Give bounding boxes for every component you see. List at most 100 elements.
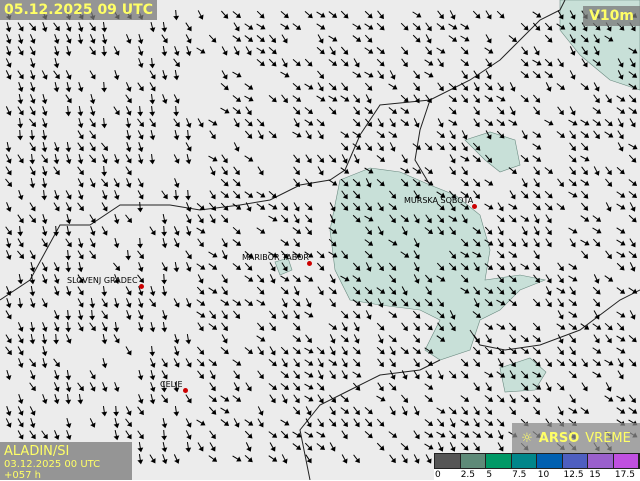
wind-arrow-head [162, 193, 168, 200]
wind-arrow-head [487, 409, 493, 415]
wind-arrow-head [427, 397, 433, 403]
wind-arrow-head [270, 278, 276, 284]
wind-arrow-head [186, 398, 192, 404]
wind-arrow-head [138, 194, 144, 200]
wind-arrow-head [379, 61, 385, 67]
wind-arrow-head [414, 73, 420, 80]
wind-arrow-head [500, 300, 506, 306]
wind-arrow-head [174, 242, 180, 248]
wind-arrow-head [498, 277, 504, 284]
wind-arrow-head [222, 242, 228, 248]
wind-arrow-head [235, 96, 242, 102]
wind-arrow-head [330, 373, 336, 380]
wind-arrow-head [499, 133, 505, 139]
wind-arrow-head [308, 396, 314, 402]
wind-arrow-head [572, 312, 578, 318]
wind-arrow-head [499, 265, 505, 271]
wind-arrow-head [295, 385, 301, 391]
wind-arrow-head [487, 229, 493, 235]
wind-arrow-head [426, 25, 432, 32]
wind-arrow-head [583, 37, 589, 43]
wind-arrow-head [547, 168, 554, 174]
wind-arrow-head [149, 111, 156, 117]
wind-arrow-head [524, 264, 530, 270]
wind-arrow-head [294, 181, 300, 188]
wind-arrow-head [523, 193, 529, 199]
wind-arrow-head [30, 98, 36, 104]
wind-arrow-head [125, 146, 132, 153]
wind-arrow-head [487, 301, 493, 307]
wind-arrow-head [29, 279, 36, 285]
wind-arrow-head [570, 398, 576, 404]
wind-arrow-head [331, 228, 338, 234]
wind-arrow-head [331, 397, 337, 403]
wind-arrow-head [498, 446, 504, 452]
wind-arrow-head [380, 396, 386, 402]
wind-arrow-head [534, 409, 540, 415]
wind-arrow-head [403, 445, 409, 451]
forecast-time: 05.12.2025 09 UTC [0, 0, 157, 20]
wind-arrow-head [488, 240, 494, 246]
wind-arrow-head [404, 108, 410, 114]
wind-arrow-head [296, 132, 302, 138]
wind-arrow-head [198, 14, 204, 20]
wind-arrow-head [392, 132, 398, 138]
wind-arrow-head [558, 181, 564, 188]
wind-arrow-head [547, 72, 554, 78]
wind-arrow-head [415, 25, 421, 31]
wind-arrow-head [29, 62, 36, 69]
legend-ticks: 0 2.5 5 7.5 10 12.5 15 17.5 [434, 469, 640, 481]
legend-swatch [613, 454, 639, 468]
wind-arrow-head [402, 458, 408, 464]
wind-arrow-head [330, 50, 336, 56]
wind-arrow-head [355, 313, 361, 319]
wind-arrow-head [534, 230, 540, 236]
wind-arrow-head [475, 312, 482, 318]
city-label: MURSKA SOBOTA [404, 196, 474, 205]
wind-arrow-head [138, 121, 144, 128]
wind-arrow-head [536, 144, 542, 150]
wind-arrow-head [594, 50, 600, 56]
wind-arrow-head [294, 218, 300, 224]
legend-swatch [486, 454, 512, 468]
wind-arrow-head [318, 86, 324, 92]
wind-arrow-head [149, 27, 156, 33]
wind-arrow-head [414, 218, 420, 224]
wind-arrow-head [236, 72, 242, 78]
wind-arrow-head [463, 265, 469, 271]
wind-arrow-head [402, 410, 408, 416]
wind-arrow-head [606, 26, 612, 32]
wind-arrow-head [499, 253, 505, 259]
wind-arrow-head [438, 122, 444, 128]
wind-arrow-head [367, 253, 373, 259]
city-label: SLOVENJ GRADEC [67, 276, 138, 285]
wind-arrow-head [547, 25, 553, 31]
wind-arrow-head [607, 121, 613, 127]
wind-arrow-head [161, 51, 168, 57]
wind-arrow-head [438, 62, 444, 68]
wind-arrow-head [534, 218, 540, 224]
wind-arrow-head [390, 350, 396, 356]
wind-arrow-head [523, 157, 529, 163]
wind-arrow-head [113, 435, 120, 441]
wind-arrow-head [630, 26, 636, 32]
wind-arrow-head [378, 13, 384, 20]
wind-arrow-head [65, 291, 72, 297]
wind-arrow-head [42, 266, 48, 272]
wind-arrow-head [499, 120, 506, 126]
wind-arrow-head [366, 266, 372, 272]
wind-arrow-head [138, 433, 144, 440]
wind-arrow-head [415, 301, 421, 307]
legend-swatches [434, 453, 640, 469]
wind-arrow-head [631, 97, 637, 103]
wind-arrow-head [126, 86, 132, 92]
wind-arrow-head [90, 386, 96, 392]
wind-arrow-head [137, 111, 144, 117]
wind-arrow-head [102, 158, 108, 164]
wind-arrow-head [113, 327, 120, 333]
wind-arrow-head [343, 145, 349, 151]
wind-arrow-head [200, 420, 206, 426]
